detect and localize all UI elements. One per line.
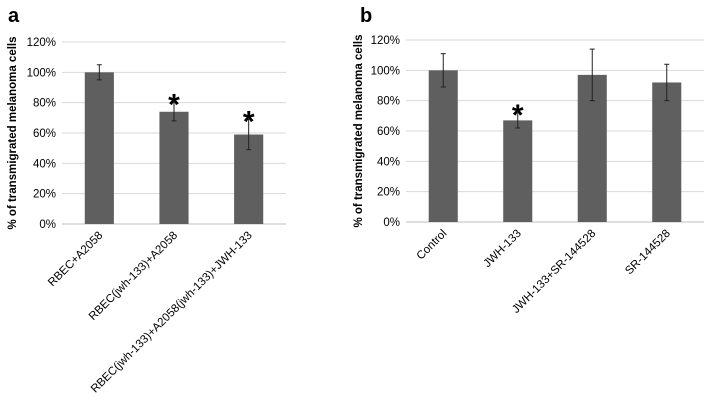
bar: [652, 82, 682, 222]
y-tick-label: 80%: [33, 98, 56, 110]
x-tick-label: Control: [415, 228, 450, 263]
y-tick-label: 80%: [377, 96, 400, 108]
y-axis-label: % of transmigrated melanoma cells: [353, 34, 365, 227]
panel-label: a: [8, 5, 20, 27]
x-tick-label: RBEC(jwh-133)+A2058(jwh-133)+JWH-133: [89, 230, 255, 396]
x-tick-label: JWH-133+SR-144528: [510, 228, 598, 316]
y-tick-label: 120%: [27, 37, 56, 49]
y-tick-label: 120%: [371, 35, 400, 47]
y-tick-label: 60%: [33, 128, 56, 140]
x-tick-label: JWH-133: [481, 228, 523, 270]
significance-marker: *: [243, 105, 255, 138]
bar: [428, 70, 458, 222]
y-tick-label: 60%: [377, 126, 400, 138]
panel-label: b: [360, 5, 372, 27]
x-tick-label: RBEC+A2058: [46, 230, 105, 289]
y-tick-label: 20%: [33, 189, 56, 201]
y-axis-label: % of transmigrated melanoma cells: [7, 36, 19, 229]
panel-b: b % of transmigrated melanoma cells 0% 20% 4…: [353, 5, 704, 316]
significance-marker: *: [168, 89, 180, 122]
bar: [159, 111, 189, 224]
x-tick-label: SR-144528: [623, 228, 673, 278]
panel-a: a % of transmigrated melanoma cells 0% 20% 4…: [7, 5, 286, 395]
y-tick-label: 0%: [39, 219, 56, 231]
y-tick-label: 0%: [383, 217, 400, 229]
y-tick-label: 20%: [377, 187, 400, 199]
y-tick-label: 100%: [371, 65, 400, 77]
y-tick-label: 100%: [27, 67, 56, 79]
bar: [503, 120, 533, 222]
significance-marker: *: [512, 99, 524, 132]
y-tick-label: 40%: [33, 158, 56, 170]
bar: [84, 72, 114, 224]
y-tick-label: 40%: [377, 156, 400, 168]
